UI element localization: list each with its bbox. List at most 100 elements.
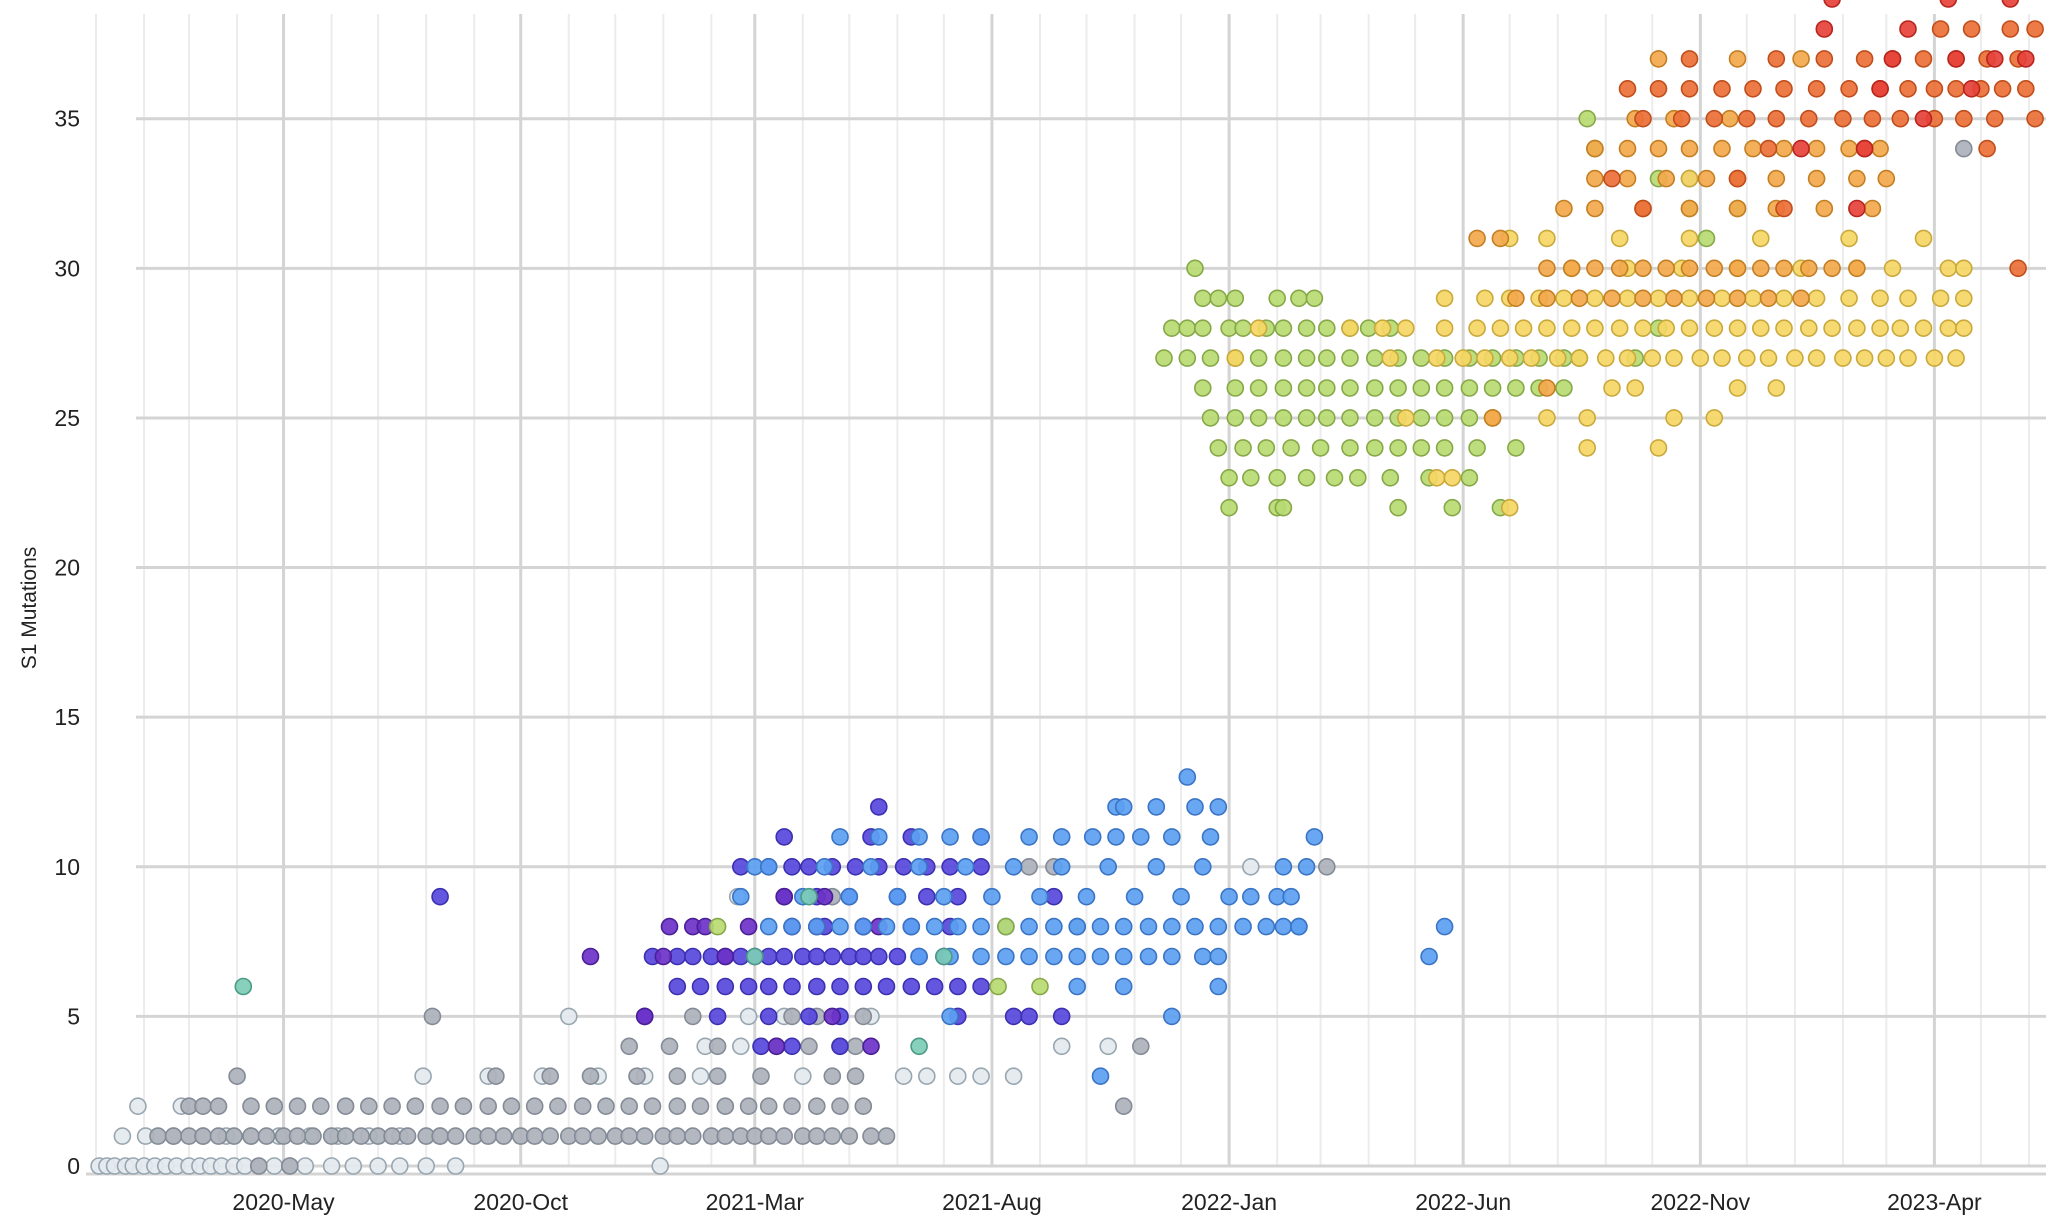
- data-point: [997, 947, 1015, 966]
- data-point: [1657, 169, 1675, 188]
- data-point: [1274, 319, 1293, 338]
- data-point: [948, 917, 967, 936]
- data-point: [1068, 947, 1086, 966]
- data-point: [1443, 468, 1462, 487]
- data-point: [431, 1127, 449, 1145]
- data-point: [1931, 289, 1950, 308]
- data-point: [775, 947, 794, 966]
- data-point: [1752, 229, 1770, 248]
- data-point: [1665, 289, 1683, 308]
- data-point: [1114, 1097, 1133, 1115]
- data-point: [1068, 917, 1086, 936]
- data-point: [635, 1127, 654, 1145]
- data-point: [194, 1097, 212, 1115]
- data-point: [716, 977, 735, 996]
- data-point: [1282, 887, 1300, 906]
- data-point: [1257, 439, 1276, 457]
- data-point: [1020, 857, 1038, 876]
- data-point: [2017, 80, 2035, 98]
- data-point: [807, 1127, 826, 1145]
- data-point: [1680, 169, 1699, 188]
- data-point: [1657, 259, 1675, 278]
- data-point: [1871, 289, 1889, 308]
- data-point: [1147, 798, 1166, 816]
- data-point: [1435, 319, 1454, 338]
- data-point: [1728, 259, 1747, 278]
- data-point: [1955, 109, 1973, 128]
- data-point: [1691, 349, 1710, 367]
- data-point: [1226, 349, 1245, 367]
- data-point: [708, 1037, 727, 1056]
- data-point: [935, 947, 953, 966]
- data-point: [1759, 349, 1778, 367]
- data-point: [1052, 828, 1071, 846]
- data-point: [1899, 80, 1917, 98]
- data-point: [359, 1097, 378, 1115]
- data-point: [759, 1097, 778, 1115]
- data-point: [1031, 977, 1049, 996]
- data-point: [1728, 289, 1747, 308]
- data-point: [1201, 828, 1220, 846]
- data-point: [1618, 139, 1637, 158]
- data-point: [1004, 857, 1023, 876]
- data-point: [668, 977, 687, 996]
- data-point: [854, 977, 873, 996]
- data-point: [910, 947, 928, 966]
- data-point: [1163, 319, 1181, 338]
- data-point: [683, 1007, 702, 1026]
- data-point: [1955, 139, 1973, 158]
- data-point: [1155, 349, 1173, 367]
- y-tick-label: 0: [67, 1153, 80, 1179]
- y-tick-label: 15: [54, 704, 80, 730]
- data-point: [1435, 289, 1454, 308]
- data-point: [1597, 349, 1615, 367]
- data-point: [525, 1127, 544, 1145]
- data-point: [1807, 289, 1826, 308]
- data-point: [1955, 319, 1973, 338]
- data-point: [1986, 109, 2004, 128]
- data-point: [910, 828, 928, 846]
- data-point: [1091, 1067, 1110, 1085]
- data-point: [1476, 289, 1494, 308]
- data-point: [894, 857, 913, 876]
- data-point: [1274, 349, 1293, 367]
- data-point: [1412, 349, 1431, 367]
- data-point: [541, 1127, 560, 1145]
- data-point: [1318, 379, 1336, 397]
- data-point: [1680, 259, 1699, 278]
- data-point: [783, 857, 801, 876]
- data-point: [1728, 199, 1747, 218]
- data-point: [1634, 319, 1652, 338]
- data-point: [1178, 349, 1197, 367]
- series-8: [1468, 50, 1896, 427]
- data-point: [1823, 259, 1841, 278]
- data-point: [1435, 379, 1454, 397]
- data-point: [846, 1067, 865, 1085]
- data-point: [2026, 20, 2044, 38]
- data-point: [869, 798, 888, 816]
- data-point: [862, 1127, 880, 1145]
- data-point: [549, 1097, 567, 1115]
- data-point: [1194, 857, 1212, 876]
- data-point: [1603, 289, 1621, 308]
- data-point: [1610, 229, 1629, 248]
- data-point: [708, 1067, 727, 1085]
- data-point: [1680, 289, 1699, 308]
- data-point: [807, 1097, 826, 1115]
- y-tick-label: 10: [54, 854, 80, 880]
- data-point: [869, 947, 888, 966]
- data-point: [1468, 319, 1486, 338]
- data-point: [1290, 917, 1308, 936]
- data-point: [1468, 229, 1486, 248]
- data-point: [1899, 289, 1917, 308]
- x-tick-label: 2021-Aug: [942, 1189, 1042, 1215]
- data-point: [249, 1157, 268, 1175]
- data-point: [1721, 109, 1739, 128]
- data-point: [831, 977, 849, 996]
- data-point: [1947, 80, 1965, 98]
- data-point: [683, 947, 702, 966]
- data-point: [1767, 109, 1786, 128]
- data-point: [1728, 50, 1747, 68]
- data-point: [1767, 169, 1786, 188]
- y-axis-title: S1 Mutations: [18, 547, 41, 670]
